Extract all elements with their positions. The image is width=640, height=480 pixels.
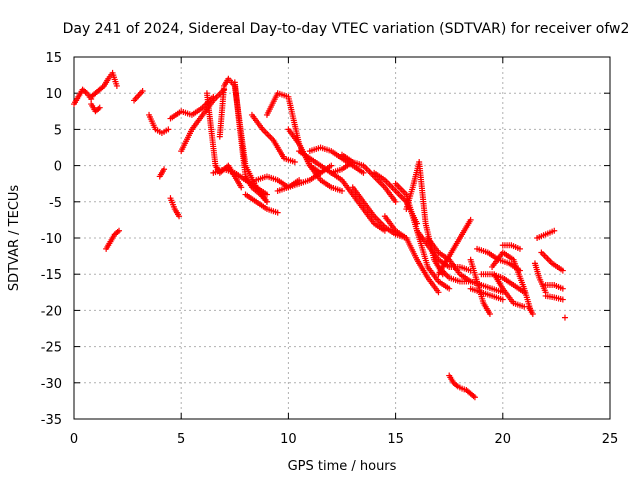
data-point [139,88,146,95]
series-track-33 [435,216,474,278]
y-tick-label: -30 [41,377,62,392]
data-point [339,187,345,194]
series-track-03 [88,69,120,100]
y-tick-label: -10 [41,232,62,247]
x-tick-label: 10 [280,432,297,447]
series-track-45 [542,282,566,292]
data-point [263,198,270,205]
data-point [392,198,399,205]
axis-ticks: 0 5 10 15 20 25 15 10 5 0 -5 -10 -15 -20 -25 -30 -35 [41,51,619,447]
data-point [116,227,123,234]
series-track-08 [167,195,183,220]
x-tick-label: 15 [387,432,404,447]
series-track-48 [446,372,478,401]
data-point [559,296,566,303]
data-point [161,166,168,173]
y-axis-label: SDTVAR / TECUs [7,185,22,292]
series-track-37 [478,271,528,296]
series-track-11 [203,90,245,191]
y-tick-label: -15 [41,268,62,283]
x-tick-label: 25 [602,432,619,447]
series-track-20 [285,126,345,194]
series-track-47 [561,314,568,321]
data-point [165,126,172,133]
y-tick-label: -20 [41,304,62,319]
series-track-27 [381,213,442,296]
data-point [176,213,183,220]
x-tick-label: 20 [495,432,512,447]
data-point [471,394,478,401]
series-track-40 [499,242,523,252]
data-point [238,184,245,191]
series-track-24 [339,151,399,205]
series-track-14 [231,79,270,205]
series-track-02 [88,101,103,115]
series-track-04 [103,227,123,252]
data-point [360,169,367,176]
series-track-05 [131,88,146,104]
series-track-46 [542,292,566,303]
series-track-38 [489,249,534,314]
data-point [559,267,566,274]
data-point [113,82,120,89]
data-point [516,245,523,252]
series-track-07 [156,166,168,180]
y-tick-label: 15 [45,51,62,66]
data-point [561,314,568,321]
data-point [559,285,566,292]
series-track-13 [216,75,270,205]
y-tick-label: 5 [54,123,62,138]
y-tick-label: 0 [54,160,62,175]
y-tick-label: -5 [49,196,62,211]
series-track-41 [525,303,536,318]
data-point [274,209,281,216]
data-points [71,69,568,401]
data-point [263,191,270,198]
series-track-44 [538,249,566,274]
data-point [499,296,506,303]
x-axis-label: GPS time / hours [288,459,397,474]
data-point [96,104,103,111]
data-point [446,285,453,292]
series-track-15 [242,191,281,216]
series-track-10 [178,86,228,155]
series-track-28 [392,180,453,292]
series-track-43 [534,227,558,241]
data-point [291,158,298,165]
y-tick-label: 10 [45,87,62,102]
data-point [486,311,493,318]
x-tick-label: 0 [70,432,78,447]
series-track-16 [248,111,298,165]
data-point [529,311,536,318]
y-tick-label: -35 [41,413,62,428]
series-track-23 [328,169,388,234]
series-track-25 [349,184,410,241]
data-point [328,162,335,169]
series-track-36 [467,285,506,303]
data-point [467,216,474,223]
x-tick-label: 5 [177,432,185,447]
data-point [551,227,558,234]
series-track-42 [531,260,549,296]
y-tick-label: -25 [41,341,62,356]
series-track-06 [146,111,172,137]
data-point [435,289,442,296]
grid-lines [74,57,610,419]
series-track-39 [491,271,528,310]
chart-title: Day 241 of 2024, Sidereal Day-to-day VTE… [63,21,630,37]
